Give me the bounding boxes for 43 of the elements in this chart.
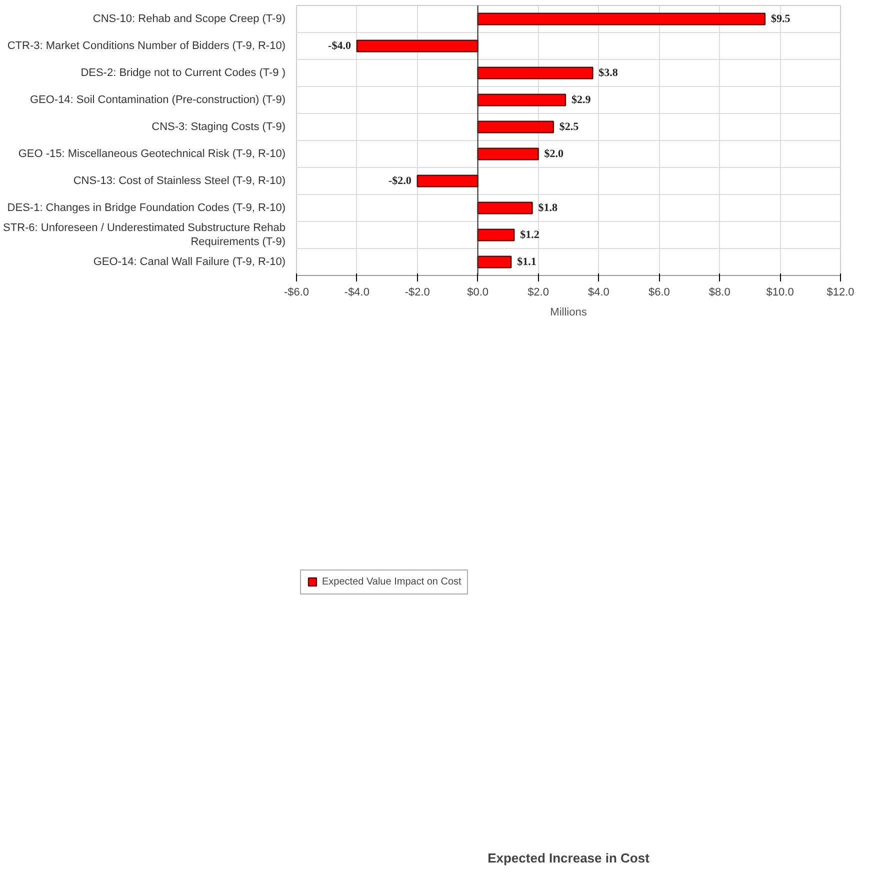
- bar: [477, 256, 512, 268]
- data-label: -$2.0: [388, 175, 412, 187]
- x-tick-label: -$6.0: [284, 286, 310, 298]
- y-tick-label: STR-6: Unforeseen / Underestimated Substructure Rehab Requirements (T-9): [3, 222, 286, 248]
- data-label: $2.0: [544, 148, 564, 160]
- x-tick-label: $2.0: [528, 286, 549, 298]
- bar: [477, 120, 554, 134]
- y-tick-label: CNS-10: Rehab and Scope Creep (T-9): [92, 13, 286, 25]
- y-tick-label: CNS-13: Cost of Stainless Steel (T-9, R-10): [73, 175, 286, 187]
- data-label: $2.9: [571, 94, 592, 106]
- data-label: $1.2: [520, 229, 540, 241]
- x-tick-label: $0.0: [467, 286, 489, 298]
- bar: [477, 148, 539, 160]
- bar: [477, 202, 533, 214]
- y-tick-label: DES-2: Bridge not to Current Codes (T-9 ): [80, 67, 286, 79]
- bar: [416, 174, 478, 188]
- x-tick-label: $8.0: [708, 286, 730, 298]
- x-tick-label: $12.0: [826, 286, 854, 298]
- x-tick-label: $6.0: [648, 286, 670, 298]
- y-tick-label: DES-1: Changes in Bridge Foundation Codes (T-9, R-10): [7, 202, 286, 214]
- bar: [477, 12, 766, 26]
- data-label: -$4.0: [328, 40, 352, 52]
- x-tick-label: $4.0: [588, 286, 610, 298]
- legend-label: Expected Value Impact on Cost: [322, 576, 462, 588]
- y-tick-label: GEO-14: Canal Wall Failure (T-9, R-10): [93, 256, 286, 268]
- data-label: $3.8: [598, 67, 618, 79]
- bar: [477, 66, 594, 80]
- y-tick-label: CTR-3: Market Conditions Number of Bidders (T-9, R-10): [7, 40, 286, 52]
- x-tick-label: -$4.0: [344, 286, 370, 298]
- bar: [356, 40, 478, 52]
- data-label: $2.5: [559, 121, 580, 133]
- x-tick-label: $10.0: [766, 286, 794, 298]
- bar: [477, 228, 515, 242]
- bar: [477, 94, 566, 106]
- x-tick-label: -$2.0: [404, 286, 430, 298]
- y-tick-label: GEO-14: Soil Contamination (Pre-construction) (T-9): [30, 94, 286, 106]
- data-label: $9.5: [770, 13, 791, 25]
- x-axis-title: Millions: [550, 306, 588, 318]
- data-label: $1.8: [538, 202, 558, 214]
- text: Expected Increase in Cost: [488, 850, 650, 866]
- y-tick-label: GEO -15: Miscellaneous Geotechnical Risk (T-9, R-10): [18, 148, 286, 160]
- y-tick-label: CNS-3: Staging Costs (T-9): [152, 121, 286, 133]
- data-label: $1.1: [517, 256, 536, 268]
